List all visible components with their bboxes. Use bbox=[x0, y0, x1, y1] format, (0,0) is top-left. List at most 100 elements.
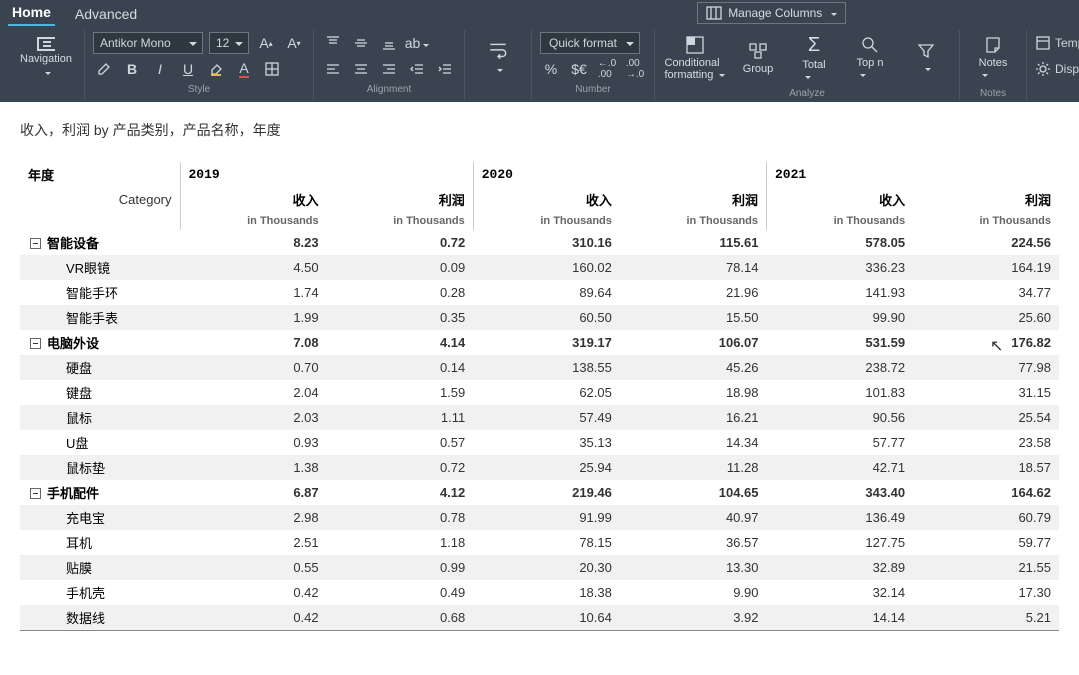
topn-button[interactable]: Top n bbox=[845, 30, 895, 86]
font-color-button[interactable]: A bbox=[233, 58, 255, 80]
data-cell: 9.90 bbox=[620, 580, 767, 605]
row-label[interactable]: 智能手环 bbox=[20, 280, 180, 305]
data-cell: 77.98 bbox=[913, 355, 1059, 380]
group-total-cell: 224.56 bbox=[913, 230, 1059, 255]
group-button[interactable]: Group bbox=[733, 30, 783, 86]
align-middle-button[interactable] bbox=[350, 32, 372, 54]
align-bottom-button[interactable] bbox=[378, 32, 400, 54]
data-row: 鼠标2.031.1157.4916.2190.5625.54 bbox=[20, 405, 1059, 430]
data-cell: 0.99 bbox=[327, 555, 474, 580]
row-label[interactable]: U盘 bbox=[20, 430, 180, 455]
templates-button[interactable]: Templates bbox=[1035, 32, 1079, 54]
manage-columns-button[interactable]: Manage Columns bbox=[697, 2, 846, 24]
font-family-select[interactable]: Antikor Mono bbox=[93, 32, 203, 54]
align-top-button[interactable] bbox=[322, 32, 344, 54]
increase-decimal-button[interactable]: ←.0.00 bbox=[596, 58, 618, 80]
data-cell: 36.57 bbox=[620, 530, 767, 555]
data-cell: 2.04 bbox=[180, 380, 327, 405]
align-left-button[interactable] bbox=[322, 58, 344, 80]
tab-advanced[interactable]: Advanced bbox=[71, 3, 141, 26]
quick-format-select[interactable]: Quick format bbox=[540, 32, 640, 54]
collapse-icon[interactable] bbox=[30, 238, 41, 249]
display-button[interactable]: Display bbox=[1035, 58, 1079, 80]
data-cell: 17.30 bbox=[913, 580, 1059, 605]
row-label[interactable]: 键盘 bbox=[20, 380, 180, 405]
decrease-font-button[interactable]: A▾ bbox=[283, 32, 305, 54]
navigation-button[interactable]: Navigation bbox=[16, 30, 76, 86]
group-total-cell: 343.40 bbox=[767, 480, 914, 505]
data-cell: 1.11 bbox=[327, 405, 474, 430]
group-toggle[interactable]: 电脑外设 bbox=[20, 330, 180, 355]
unit-header: in Thousands bbox=[327, 212, 474, 230]
year-header[interactable]: 2021 bbox=[767, 162, 1060, 187]
row-label[interactable]: 鼠标 bbox=[20, 405, 180, 430]
ribbon: Home Advanced Manage Columns Navigation … bbox=[0, 0, 1079, 102]
measure-header[interactable]: 收入 bbox=[473, 187, 620, 212]
measure-header[interactable]: 利润 bbox=[913, 187, 1059, 212]
borders-button[interactable] bbox=[261, 58, 283, 80]
outdent-button[interactable] bbox=[406, 58, 428, 80]
manage-columns-label: Manage Columns bbox=[728, 6, 822, 20]
filter-button[interactable] bbox=[901, 30, 951, 86]
row-label[interactable]: 鼠标垫 bbox=[20, 455, 180, 480]
font-size-select[interactable]: 12 bbox=[209, 32, 249, 54]
ribbon-body: Navigation Antikor Mono 12 A▴ A▾ B I U bbox=[0, 26, 1079, 102]
align-right-button[interactable] bbox=[378, 58, 400, 80]
data-row: 硬盘0.700.14138.5545.26238.7277.98 bbox=[20, 355, 1059, 380]
data-row: 手机壳0.420.4918.389.9032.1417.30 bbox=[20, 580, 1059, 605]
align-center-button[interactable] bbox=[350, 58, 372, 80]
data-cell: 136.49 bbox=[767, 505, 914, 530]
data-cell: 1.18 bbox=[327, 530, 474, 555]
conditional-formatting-button[interactable]: Conditionalformatting bbox=[663, 30, 727, 86]
data-cell: 0.14 bbox=[327, 355, 474, 380]
decrease-decimal-button[interactable]: .00→.0 bbox=[624, 58, 646, 80]
orientation-button[interactable]: ab bbox=[406, 32, 428, 54]
fill-color-button[interactable] bbox=[205, 58, 227, 80]
bold-button[interactable]: B bbox=[121, 58, 143, 80]
currency-button[interactable]: $€ bbox=[568, 58, 590, 80]
percent-button[interactable]: % bbox=[540, 58, 562, 80]
tab-home[interactable]: Home bbox=[8, 1, 55, 26]
measure-header-row: Category收入利润收入利润收入利润 bbox=[20, 187, 1059, 212]
notes-button[interactable]: Notes bbox=[968, 30, 1018, 86]
indent-button[interactable] bbox=[434, 58, 456, 80]
collapse-icon[interactable] bbox=[30, 338, 41, 349]
chevron-down-icon bbox=[979, 69, 988, 81]
row-label[interactable]: 耳机 bbox=[20, 530, 180, 555]
row-label[interactable]: 硬盘 bbox=[20, 355, 180, 380]
collapse-icon[interactable] bbox=[30, 488, 41, 499]
row-label[interactable]: 充电宝 bbox=[20, 505, 180, 530]
measure-header[interactable]: 收入 bbox=[180, 187, 327, 212]
data-cell: 1.59 bbox=[327, 380, 474, 405]
group-total-cell: 531.59 bbox=[767, 330, 914, 355]
year-header[interactable]: 2019 bbox=[180, 162, 473, 187]
measure-header[interactable]: 收入 bbox=[767, 187, 914, 212]
chevron-down-icon bbox=[802, 71, 811, 83]
wrap-button[interactable] bbox=[473, 30, 523, 86]
row-label[interactable]: 数据线 bbox=[20, 605, 180, 631]
data-cell: 0.28 bbox=[327, 280, 474, 305]
sigma-icon: Σ bbox=[808, 34, 820, 57]
group-total-cell: 219.46 bbox=[473, 480, 620, 505]
data-row: 智能手表1.990.3560.5015.5099.9025.60 bbox=[20, 305, 1059, 330]
format-painter-button[interactable] bbox=[93, 58, 115, 80]
row-label[interactable]: VR眼镜 bbox=[20, 255, 180, 280]
data-cell: 2.03 bbox=[180, 405, 327, 430]
year-header[interactable]: 2020 bbox=[473, 162, 766, 187]
group-toggle[interactable]: 手机配件 bbox=[20, 480, 180, 505]
measure-header[interactable]: 利润 bbox=[327, 187, 474, 212]
italic-button[interactable]: I bbox=[149, 58, 171, 80]
align-left-icon bbox=[325, 61, 341, 77]
row-label[interactable]: 贴膜 bbox=[20, 555, 180, 580]
data-cell: 0.57 bbox=[327, 430, 474, 455]
row-label[interactable]: 手机壳 bbox=[20, 580, 180, 605]
pivot-body: 智能设备8.230.72310.16115.61578.05224.56VR眼镜… bbox=[20, 230, 1059, 631]
underline-button[interactable]: U bbox=[177, 58, 199, 80]
notes-label: Notes bbox=[979, 57, 1008, 69]
measure-header[interactable]: 利润 bbox=[620, 187, 767, 212]
group-toggle[interactable]: 智能设备 bbox=[20, 230, 180, 255]
increase-font-button[interactable]: A▴ bbox=[255, 32, 277, 54]
total-button[interactable]: Σ Total bbox=[789, 30, 839, 86]
group-total-cell: 319.17 bbox=[473, 330, 620, 355]
row-label[interactable]: 智能手表 bbox=[20, 305, 180, 330]
